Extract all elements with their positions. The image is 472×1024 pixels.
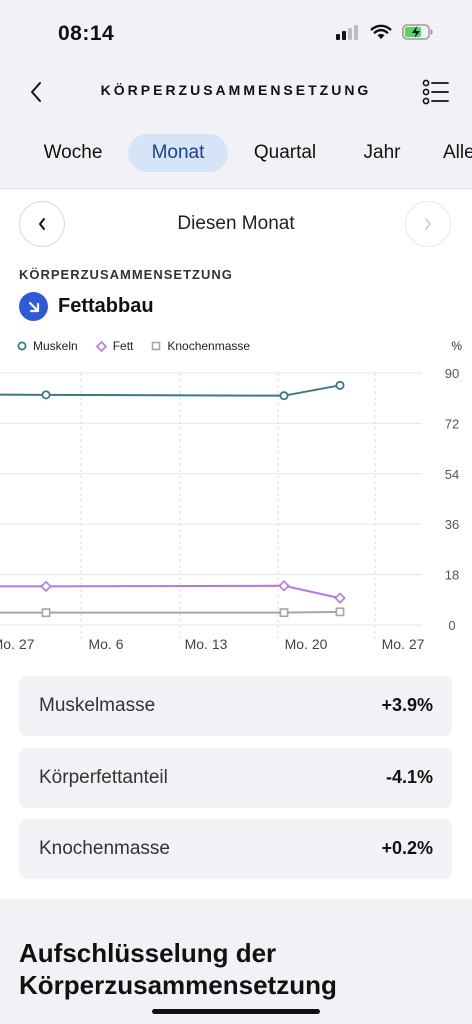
wifi-icon xyxy=(370,24,392,39)
stat-value: +3.9% xyxy=(381,695,433,715)
data-point-muskeln xyxy=(279,391,289,401)
breakdown-title: Aufschlüsselung der Körperzusammensetzun… xyxy=(19,938,337,1000)
y-tick-label: 72 xyxy=(445,416,459,431)
stat-row-muskelmasse: Muskelmasse +3.9% xyxy=(19,676,452,736)
data-point-knochenmasse xyxy=(279,608,289,618)
previous-period-button[interactable] xyxy=(19,201,65,247)
chart-legend: Muskeln Fett Knochenmasse xyxy=(17,339,250,353)
stat-label: Knochenmasse xyxy=(39,838,170,859)
series-line-fett xyxy=(0,584,341,600)
tabs-divider xyxy=(0,188,472,189)
trend-label: Fettabbau xyxy=(58,295,154,317)
stat-value: -4.1% xyxy=(385,767,433,787)
legend-item-muskeln: Muskeln xyxy=(17,339,78,353)
chart-unit-label: % xyxy=(451,339,462,353)
next-period-button[interactable] xyxy=(405,201,451,247)
tab-alle[interactable]: Alle xyxy=(443,142,472,163)
series-line-knochenmasse xyxy=(0,610,341,614)
data-point-knochenmasse xyxy=(41,608,51,618)
status-bar: 08:14 xyxy=(0,0,472,64)
chevron-left-icon xyxy=(31,82,41,102)
square-marker-icon xyxy=(152,341,161,351)
y-tick-label: 90 xyxy=(445,366,459,381)
tab-jahr[interactable]: Jahr xyxy=(363,142,401,163)
data-point-fett xyxy=(278,580,290,592)
x-tick-label: Mo. 20 xyxy=(285,636,328,652)
x-tick-label: Mo. 13 xyxy=(185,636,228,652)
series-line-muskeln xyxy=(0,384,341,397)
data-point-muskeln xyxy=(335,380,345,390)
home-indicator xyxy=(152,1009,320,1014)
data-point-knochenmasse xyxy=(335,607,345,617)
page-title: KÖRPERZUSAMMENSETZUNG xyxy=(100,82,372,98)
legend-label: Knochenmasse xyxy=(167,339,251,353)
x-tick-label: Mo. 6 xyxy=(88,636,123,652)
tab-woche[interactable]: Woche xyxy=(43,142,103,163)
list-menu-button[interactable] xyxy=(420,76,452,108)
body-composition-card: Diesen Monat KÖRPERZUSAMMENSETZUNG Fetta… xyxy=(0,189,472,899)
chevron-right-icon xyxy=(425,218,431,230)
legend-item-fett: Fett xyxy=(95,339,134,353)
cellular-signal-icon xyxy=(336,25,358,40)
stat-row-koerperfettanteil: Körperfettanteil -4.1% xyxy=(19,748,452,808)
stat-label: Körperfettanteil xyxy=(39,767,168,788)
x-tick-label: Mo. 27 xyxy=(0,636,35,652)
period-label: Diesen Monat xyxy=(177,213,295,234)
y-tick-label: 54 xyxy=(445,467,459,482)
legend-item-knochenmasse: Knochenmasse xyxy=(151,339,250,353)
stat-row-knochenmasse: Knochenmasse +0.2% xyxy=(19,819,452,879)
circle-marker-icon xyxy=(17,341,27,351)
legend-label: Muskeln xyxy=(33,339,78,353)
body-composition-chart: 0 18 36 54 72 90 Mo. 27 Mo. 6 Mo. 13 Mo. 20 Mo. 27 xyxy=(0,366,459,652)
y-tick-label: 0 xyxy=(448,618,455,633)
period-tabs: Woche Monat Quartal Jahr Alle xyxy=(0,130,472,176)
chevron-left-icon xyxy=(39,218,45,230)
y-tick-label: 18 xyxy=(445,568,459,583)
data-point-muskeln xyxy=(41,390,51,400)
list-icon xyxy=(422,79,449,105)
stat-label: Muskelmasse xyxy=(39,695,156,716)
battery-charging-icon xyxy=(402,24,433,40)
status-icons xyxy=(336,24,434,40)
back-button[interactable] xyxy=(20,76,52,108)
tab-monat[interactable]: Monat xyxy=(128,134,228,172)
y-tick-label: 36 xyxy=(445,517,459,532)
arrow-down-right-icon xyxy=(19,292,48,321)
data-point-fett xyxy=(334,592,346,604)
x-tick-label: Mo. 27 xyxy=(382,636,425,652)
diamond-marker-icon xyxy=(95,340,107,352)
status-time: 08:14 xyxy=(58,22,115,45)
trend-summary: Fettabbau xyxy=(19,292,154,321)
stat-value: +0.2% xyxy=(381,838,433,858)
section-label: KÖRPERZUSAMMENSETZUNG xyxy=(19,267,233,282)
data-point-fett xyxy=(40,580,52,593)
nav-bar: KÖRPERZUSAMMENSETZUNG xyxy=(0,64,472,120)
tab-quartal[interactable]: Quartal xyxy=(253,142,317,163)
legend-label: Fett xyxy=(112,339,134,353)
